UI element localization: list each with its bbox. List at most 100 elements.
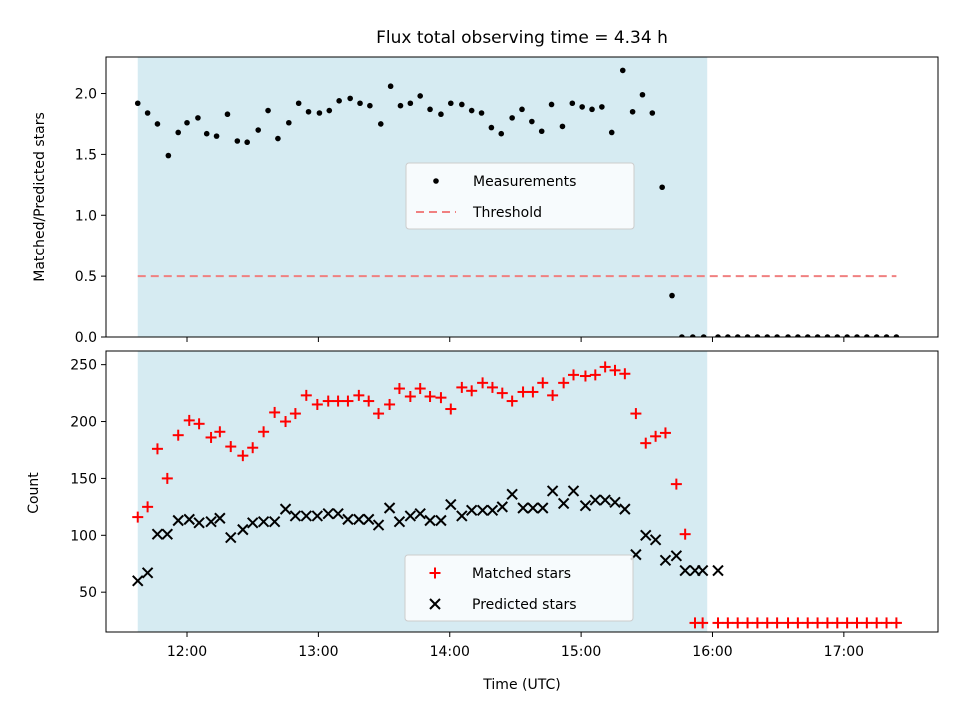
- predicted-stars-point: [465, 504, 478, 516]
- matched-stars-point: [225, 441, 237, 453]
- matched-stars-point: [363, 395, 375, 407]
- measurements-point: [734, 334, 741, 337]
- measurements-point: [715, 334, 721, 337]
- matched-stars-point: [881, 617, 893, 629]
- matched-stars-point: [142, 501, 154, 513]
- predicted-stars-point: [372, 519, 385, 531]
- measurements-point: [275, 135, 281, 142]
- measurements-point: [589, 106, 595, 113]
- legend-matched-marker: [429, 567, 441, 579]
- matched-stars-point: [609, 364, 621, 376]
- predicted-stars-point: [640, 529, 652, 542]
- predicted-stars-point: [679, 564, 691, 577]
- predicted-stars-point: [476, 504, 489, 516]
- matched-stars-point: [161, 472, 173, 484]
- measurements-point: [795, 334, 801, 337]
- measurements-point: [336, 98, 342, 104]
- matched-stars-point: [477, 377, 489, 389]
- measurements-point: [649, 110, 656, 116]
- predicted-stars-point: [141, 567, 154, 579]
- bottom-y-tick-label: 200: [70, 415, 97, 431]
- predicted-stars-point: [557, 497, 570, 510]
- measurements-point: [854, 334, 860, 337]
- matched-stars-point: [732, 617, 744, 629]
- matched-stars-point: [537, 377, 549, 389]
- matched-stars-point: [589, 369, 601, 381]
- bottom-legend-box: [404, 554, 634, 622]
- predicted-stars-point: [506, 488, 518, 501]
- matched-stars-point: [579, 370, 591, 382]
- measurements-point: [579, 104, 585, 110]
- matched-stars-point: [742, 617, 754, 629]
- top-y-tick-label: 1.0: [75, 208, 97, 224]
- predicted-stars-point: [300, 510, 313, 522]
- predicted-stars-point: [579, 500, 592, 512]
- measurements-point: [488, 124, 495, 131]
- matched-stars-point: [890, 617, 902, 629]
- matched-stars-point: [659, 427, 671, 439]
- measurements-point: [725, 334, 731, 337]
- measurements-point: [427, 106, 433, 113]
- measurements-point: [357, 100, 363, 107]
- predicted-stars-point: [599, 494, 611, 506]
- predicted-stars-point: [589, 494, 602, 506]
- matched-stars-point: [237, 450, 249, 462]
- matched-stars-point: [558, 377, 570, 389]
- predicted-stars-point: [712, 564, 724, 577]
- measurements-point: [175, 129, 182, 136]
- matched-stars-point: [247, 442, 259, 454]
- matched-stars-point: [670, 478, 682, 490]
- bottom-y-tick-label: 100: [70, 528, 97, 544]
- measurements-point: [669, 292, 675, 299]
- predicted-stars-point: [246, 517, 259, 529]
- measurements-point: [234, 138, 241, 144]
- matched-stars-point: [384, 398, 396, 410]
- top-legend-label: Threshold: [472, 205, 542, 221]
- measurements-point: [509, 115, 515, 121]
- top-y-axis-label: Matched/Predicted stars: [32, 112, 48, 282]
- measurements-point: [134, 100, 141, 107]
- predicted-stars-point: [496, 501, 509, 513]
- matched-stars-point: [722, 617, 734, 629]
- measurements-point: [824, 334, 831, 337]
- matched-stars-point: [269, 406, 281, 418]
- matched-stars-point: [151, 443, 163, 455]
- measurements-point: [774, 334, 780, 337]
- predicted-stars-point: [424, 514, 436, 527]
- predicted-stars-point: [696, 564, 709, 577]
- measurements-point: [397, 102, 404, 109]
- top-legend-label: Measurements: [473, 174, 576, 190]
- predicted-stars-point: [517, 502, 529, 514]
- legend-measurements-marker: [433, 178, 439, 184]
- matched-stars-point: [567, 369, 579, 381]
- predicted-stars-point: [225, 531, 237, 544]
- measurements-point: [538, 128, 545, 135]
- measurements-point: [864, 334, 870, 337]
- predicted-stars-point: [193, 517, 205, 529]
- matched-stars-point: [205, 431, 217, 443]
- matched-stars-point: [311, 398, 323, 410]
- legend-predicted-marker: [429, 598, 441, 610]
- measurements-point: [286, 119, 292, 126]
- measurements-point: [468, 107, 475, 114]
- predicted-stars-point: [132, 575, 144, 587]
- measurements-point: [195, 115, 201, 121]
- matched-stars-point: [353, 389, 365, 401]
- matched-stars-point: [771, 617, 783, 629]
- measurements-point: [754, 334, 761, 337]
- measurements-point: [559, 123, 566, 130]
- measurements-point: [498, 130, 505, 137]
- measurements-point: [519, 106, 525, 113]
- measurements-point: [529, 118, 535, 125]
- matched-stars-point: [506, 395, 518, 407]
- measurements-point: [893, 334, 900, 337]
- matched-stars-point: [861, 617, 873, 629]
- matched-stars-point: [289, 408, 301, 420]
- figure-title: Flux total observing time = 4.34 h: [376, 28, 668, 48]
- predicted-stars-point: [445, 498, 457, 511]
- x-tick-label: 14:00: [430, 644, 470, 660]
- matched-stars-point: [404, 391, 416, 403]
- predicted-stars-point: [619, 503, 631, 515]
- predicted-stars-point: [486, 504, 499, 516]
